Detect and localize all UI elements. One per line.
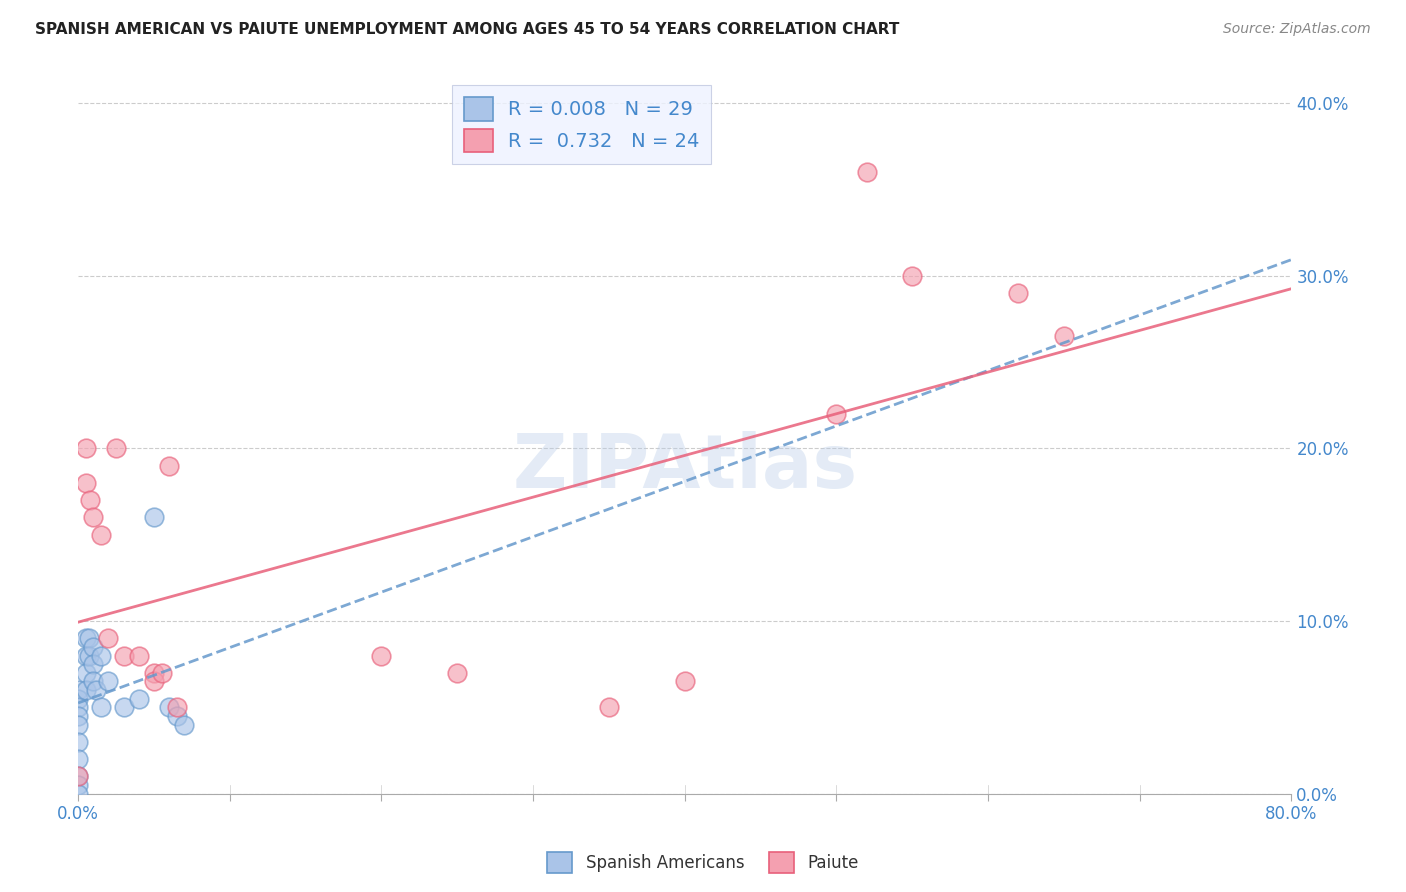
Point [97,632,120,646]
Point [75,665,97,680]
Point [75,632,97,646]
Point [97,674,120,689]
Point [673,674,696,689]
Point [67,683,90,698]
Point [67,709,90,723]
Point [1007,285,1029,300]
Point [67,717,90,731]
Point [75,442,97,456]
Point [67,778,90,792]
Point [157,458,180,473]
Point [67,752,90,766]
Point [67,769,90,783]
Point [82,657,104,672]
Point [77,648,100,663]
Point [67,769,90,783]
Point [90,527,112,541]
Text: ZIPAtlas: ZIPAtlas [512,431,858,504]
Point [79,493,101,508]
Text: SPANISH AMERICAN VS PAIUTE UNEMPLOYMENT AMONG AGES 45 TO 54 YEARS CORRELATION CH: SPANISH AMERICAN VS PAIUTE UNEMPLOYMENT … [35,22,900,37]
Point [67,735,90,749]
Point [128,691,150,706]
Point [75,648,97,663]
Point [82,640,104,654]
Point [112,700,135,714]
Point [1053,329,1076,343]
Point [173,717,195,731]
Point [67,691,90,706]
Point [825,407,848,421]
Point [855,165,877,179]
Point [157,700,180,714]
Point [370,648,392,663]
Point [128,648,150,663]
Point [77,632,100,646]
Legend: R = 0.008   N = 29, R =  0.732   N = 24: R = 0.008 N = 29, R = 0.732 N = 24 [451,86,711,164]
Point [166,709,188,723]
Point [75,475,97,490]
Point [90,648,112,663]
Point [67,787,90,801]
Point [166,700,188,714]
Point [82,674,104,689]
Point [901,268,924,283]
Point [75,683,97,698]
Legend: Spanish Americans, Paiute: Spanish Americans, Paiute [540,846,866,880]
Point [142,665,165,680]
Point [446,665,468,680]
Point [150,665,173,680]
Point [142,674,165,689]
Point [598,700,620,714]
Point [67,700,90,714]
Point [86,683,108,698]
Point [82,510,104,524]
Point [105,442,128,456]
Point [112,648,135,663]
Point [90,700,112,714]
Text: Source: ZipAtlas.com: Source: ZipAtlas.com [1223,22,1371,37]
Point [142,510,165,524]
